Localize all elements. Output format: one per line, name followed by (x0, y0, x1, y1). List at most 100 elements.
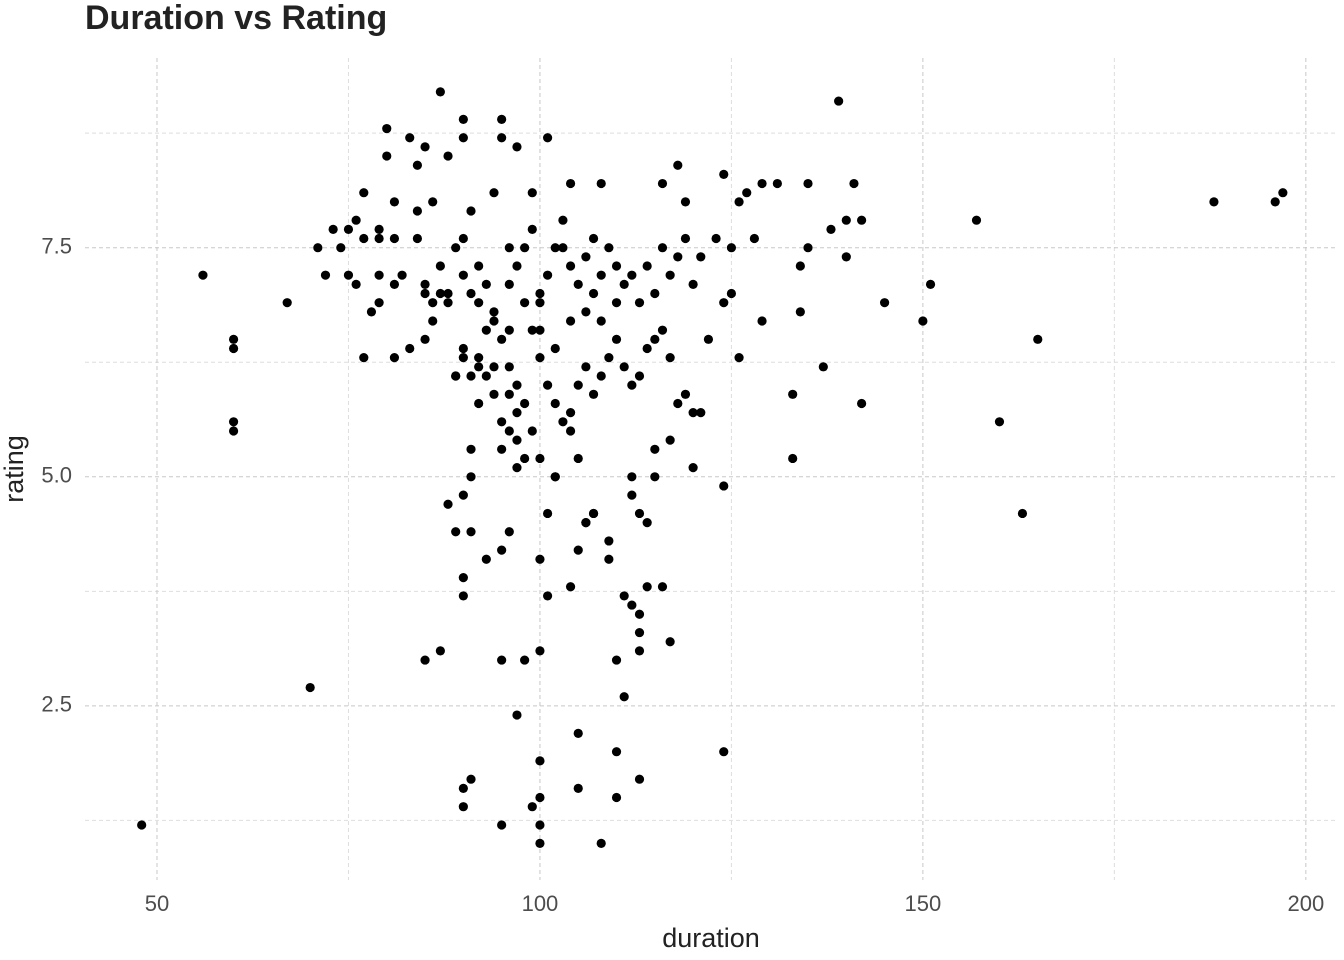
point (542, 380, 553, 390)
point (489, 188, 499, 198)
point (443, 288, 453, 299)
point (627, 490, 637, 500)
point (726, 288, 737, 299)
point (198, 270, 208, 280)
point (228, 417, 239, 427)
point (489, 307, 499, 317)
point (389, 233, 400, 244)
point (336, 243, 346, 253)
point (627, 270, 637, 280)
point (604, 554, 614, 564)
point (481, 325, 491, 335)
point (711, 233, 721, 244)
point (535, 288, 545, 299)
point (550, 243, 560, 253)
point (719, 169, 729, 179)
point (489, 389, 499, 399)
point (489, 316, 499, 326)
point (389, 353, 400, 363)
point (520, 398, 530, 409)
point (795, 307, 805, 317)
point (565, 426, 576, 436)
point (412, 206, 422, 216)
point (550, 343, 560, 354)
point (474, 353, 484, 363)
point (466, 444, 476, 454)
point (749, 233, 759, 244)
point (443, 499, 453, 509)
point (435, 288, 445, 299)
point (611, 792, 622, 803)
point (512, 261, 522, 271)
point (435, 261, 445, 271)
point (137, 820, 147, 830)
point (573, 783, 583, 793)
point (458, 490, 468, 500)
x-tick-label: 200 (1287, 891, 1324, 916)
point (497, 545, 507, 555)
point (489, 362, 499, 372)
point (588, 389, 599, 399)
point (512, 380, 522, 390)
point (542, 270, 553, 280)
point (596, 178, 606, 189)
point (374, 233, 384, 244)
point (994, 417, 1005, 427)
point (420, 655, 430, 665)
point (305, 682, 315, 693)
point (420, 142, 430, 152)
point (565, 408, 576, 418)
point (405, 343, 415, 354)
point (719, 481, 729, 491)
chart-title: Duration vs Rating (85, 0, 387, 37)
point (466, 288, 476, 299)
point (803, 178, 813, 189)
point (359, 233, 369, 244)
point (665, 435, 675, 445)
point (841, 252, 851, 262)
point (734, 197, 744, 207)
point (527, 426, 537, 436)
point (558, 215, 568, 225)
point (611, 747, 622, 757)
point (619, 591, 629, 601)
point (504, 527, 514, 537)
point (642, 261, 652, 271)
point (535, 646, 545, 656)
point (504, 279, 514, 289)
point (351, 215, 361, 225)
point (650, 288, 660, 299)
point (512, 435, 522, 445)
point (458, 591, 468, 601)
point (497, 417, 507, 427)
y-tick-label: 2.5 (41, 692, 72, 717)
point (879, 298, 890, 308)
point (611, 261, 622, 271)
point (841, 215, 851, 225)
point (435, 87, 445, 97)
point (634, 609, 645, 619)
point (834, 96, 844, 106)
point (573, 453, 583, 464)
point (443, 298, 453, 308)
point (634, 508, 645, 519)
point (634, 298, 645, 308)
point (757, 178, 767, 189)
point (857, 215, 867, 225)
point (788, 389, 798, 399)
point (382, 123, 392, 134)
point (642, 343, 652, 354)
point (611, 655, 622, 665)
point (228, 334, 239, 344)
y-tick-label: 7.5 (41, 234, 72, 259)
point (588, 233, 599, 244)
point (604, 536, 614, 546)
point (657, 325, 668, 335)
point (504, 389, 514, 399)
x-tick-label: 150 (905, 891, 942, 916)
point (527, 224, 537, 234)
point (504, 426, 514, 436)
point (458, 783, 468, 793)
point (535, 353, 545, 363)
